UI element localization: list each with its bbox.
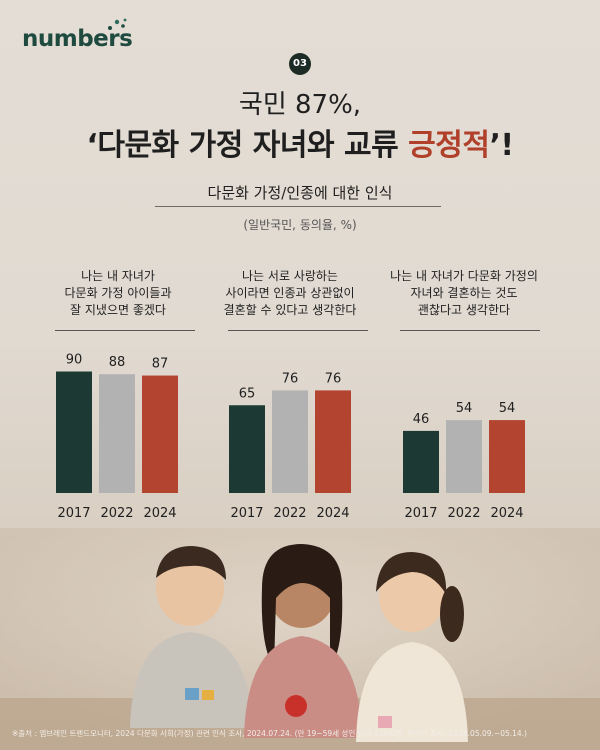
chart-2-category-label: 2017 — [230, 506, 263, 521]
chart-1-value-label: 87 — [152, 357, 169, 372]
headline-line2: ‘다문화 가정 자녀와 교류 긍정적’! — [0, 120, 600, 164]
chart-1-bar-2017 — [56, 371, 92, 493]
chart-3-category-label: 2022 — [447, 506, 480, 521]
chart-2-title-line: 사이라면 인종과 상관없이 — [225, 286, 355, 300]
child-boy-figure — [130, 546, 252, 728]
chart-3-title-line: 나는 내 자녀가 다문화 가정의 — [390, 269, 538, 283]
chart-1-bar-2024 — [142, 375, 178, 493]
chart-3-value-label: 46 — [413, 412, 430, 427]
chart-2-value-label: 65 — [239, 386, 256, 401]
child-girl-figure-right — [356, 552, 468, 742]
chart-2-bar-2017 — [229, 405, 265, 493]
chart-3-title: 나는 내 자녀가 다문화 가정의 자녀와 결혼하는 것도 괜찮다고 생각한다 — [374, 268, 554, 319]
chart-1-title: 나는 내 자녀가 다문화 가정 아이들과 잘 지냈으면 좋겠다 — [28, 268, 208, 319]
logo-text: numbers — [22, 26, 133, 52]
chart-2-bar-2022 — [272, 390, 308, 493]
chart-1-divider — [55, 330, 195, 331]
headline-line1: 국민 87%, — [238, 90, 362, 120]
subtitle-divider — [155, 206, 441, 207]
headline-prefix: ‘다문화 가정 자녀와 교류 — [86, 128, 409, 163]
chart-3-title-line: 자녀와 결혼하는 것도 — [410, 286, 518, 300]
chart-unit: (일반국민, 동의율, %) — [243, 218, 357, 232]
source-note: ※출처 : 엠브레인 트렌드모니터, 2024 다문화 사회(가정) 관련 인식… — [12, 729, 527, 738]
chart-2-divider — [228, 330, 368, 331]
chart-1-value-label: 90 — [66, 353, 83, 368]
children-illustration — [0, 528, 600, 750]
chart-2-value-label: 76 — [325, 371, 342, 386]
chart-1-category-label: 2017 — [57, 506, 90, 521]
chart-1-title-line: 나는 내 자녀가 — [81, 269, 155, 283]
section-number-badge: 03 — [289, 53, 311, 75]
chart-3-category-label: 2017 — [404, 506, 437, 521]
chart-3-value-label: 54 — [456, 401, 473, 416]
chart-2-title-line: 나는 서로 사랑하는 — [242, 269, 338, 283]
chart-2-title-line: 결혼할 수 있다고 생각한다 — [223, 303, 357, 317]
chart-2-value-label: 76 — [282, 371, 299, 386]
chart-3-title-line: 괜찮다고 생각한다 — [417, 303, 511, 317]
chart-1-category-label: 2022 — [100, 506, 133, 521]
chart-1-title-line: 다문화 가정 아이들과 — [64, 286, 172, 300]
headline-highlight: 긍정적 — [408, 128, 490, 163]
chart-3-divider — [400, 330, 540, 331]
chart-3-bar-2024 — [489, 420, 525, 493]
chart-1-value-label: 88 — [109, 355, 126, 370]
chart-2-bar-2024 — [315, 390, 351, 493]
chart-3-value-label: 54 — [499, 401, 516, 416]
chart-1-title-line: 잘 지냈으면 좋겠다 — [70, 303, 166, 317]
chart-2-category-label: 2024 — [316, 506, 349, 521]
logo-dots-icon — [108, 18, 127, 30]
chart-3-bar-2022 — [446, 420, 482, 493]
chart-subtitle: 다문화 가정/인종에 대한 인식 — [207, 184, 393, 202]
chart-1-category-label: 2024 — [143, 506, 176, 521]
chart-1-bar-2022 — [99, 374, 135, 493]
chart-2-title: 나는 서로 사랑하는 사이라면 인종과 상관없이 결혼할 수 있다고 생각한다 — [200, 268, 380, 319]
brand-logo: numbers — [22, 26, 133, 52]
headline-suffix: ’! — [489, 128, 514, 163]
chart-3-category-label: 2024 — [490, 506, 523, 521]
chart-3-bar-2017 — [403, 430, 439, 493]
chart-2-category-label: 2022 — [273, 506, 306, 521]
child-girl-figure-middle — [244, 544, 362, 738]
